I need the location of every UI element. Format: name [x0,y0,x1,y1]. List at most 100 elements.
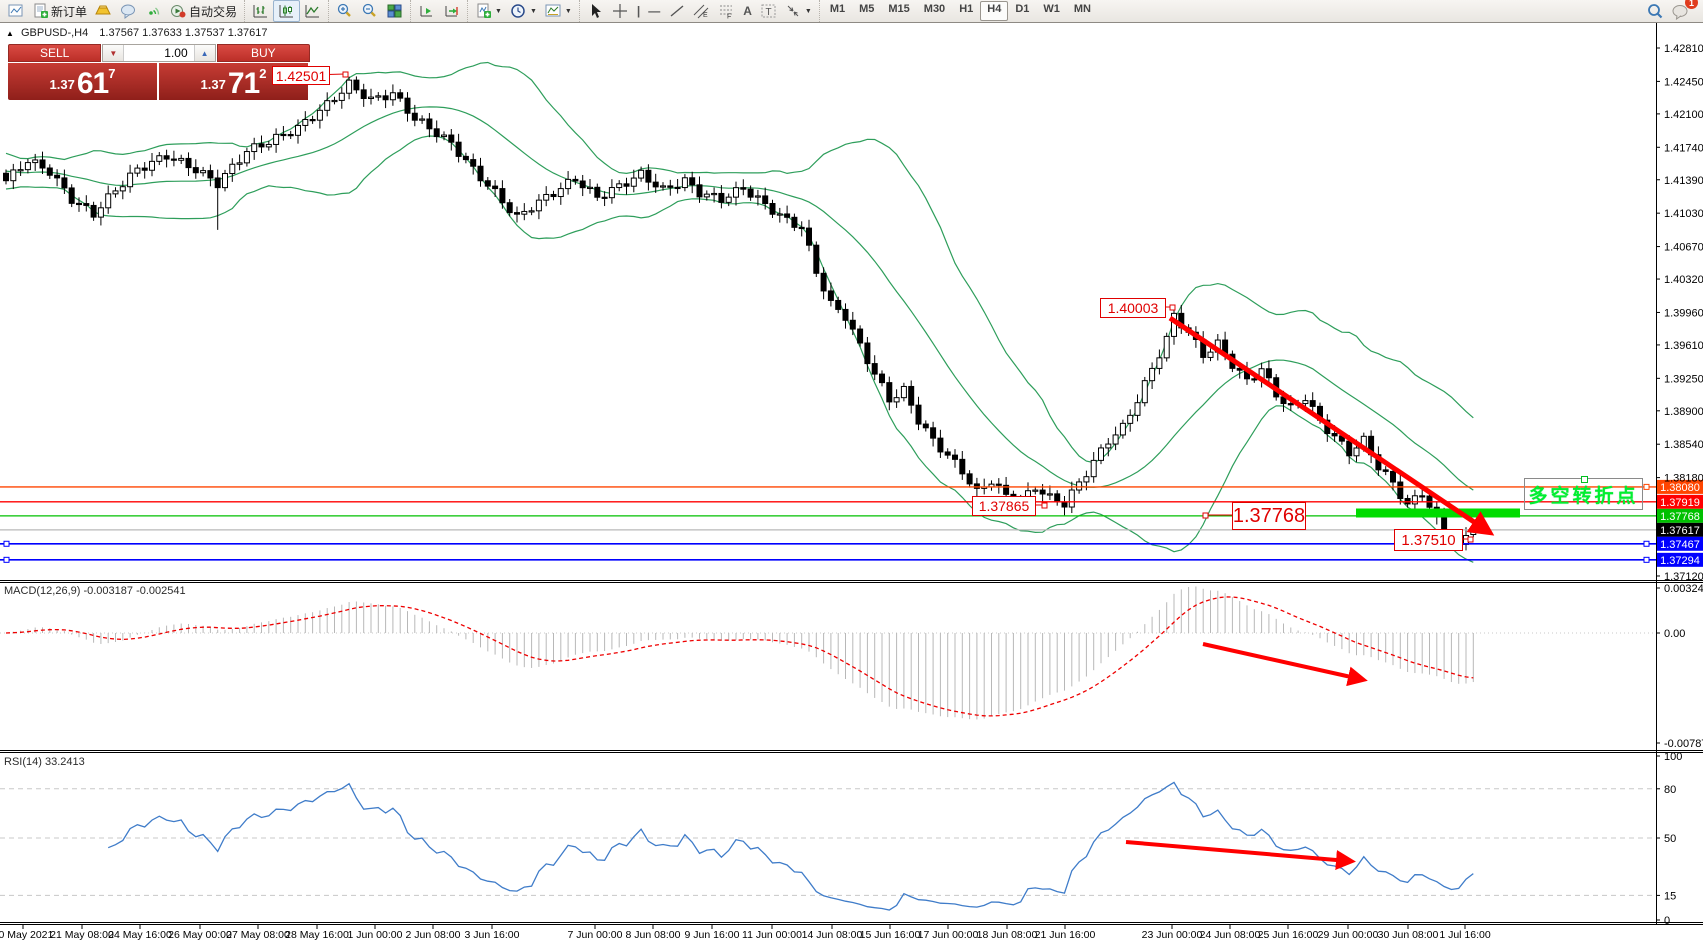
channel-button[interactable]: E [689,1,714,21]
mql-community-button[interactable] [116,1,141,21]
time-axis-label[interactable]: 20 May 2021 [0,929,54,941]
time-axis-label[interactable]: 26 May 00:00 [168,929,232,941]
line-handle-icon[interactable] [1643,540,1650,547]
time-axis-label[interactable]: 3 Jun 16:00 [465,929,520,941]
bollinger-mid-band [5,106,1474,491]
price-flag-137510[interactable]: 1.37510 [1394,529,1463,551]
flag-anchor-icon[interactable] [1169,304,1176,311]
price-flag-142501[interactable]: 1.42501 [272,66,330,85]
time-axis-label[interactable]: 24 May 16:00 [108,929,172,941]
periods-button[interactable]: ▼ [506,1,541,21]
timeframe-button-M30[interactable]: M30 [923,3,946,15]
price-flag-137768[interactable]: 1.37768 [1232,502,1306,530]
timeframe-button-D1[interactable]: D1 [1015,3,1030,15]
price-flag-137865[interactable]: 1.37865 [972,496,1036,516]
volume-increase-button[interactable]: ▲ [193,45,215,61]
line-handle-icon[interactable] [3,556,10,563]
time-axis-label[interactable]: 30 Jun 08:00 [1378,929,1439,941]
crosshair-button[interactable] [608,1,633,21]
templates-dropdown-icon[interactable]: ▼ [564,7,572,15]
trend-arrow-1[interactable] [1202,642,1368,687]
chart-window-icon [7,3,24,20]
timeframe-button-W1[interactable]: W1 [1043,3,1060,15]
indicators-button[interactable]: ▼ [471,1,506,21]
volume-input[interactable] [124,45,194,61]
indicators-dropdown-icon[interactable]: ▼ [495,7,502,15]
timeframe-button-M1[interactable]: M1 [829,3,846,15]
time-axis-label[interactable]: 8 Jun 08:00 [626,929,681,941]
time-axis-label[interactable]: 25 Jun 16:00 [1258,929,1319,941]
zoom-out-button[interactable] [357,1,382,21]
horizontal-line-button[interactable]: — [644,1,664,21]
time-axis-label[interactable]: 21 Jun 16:00 [1035,929,1096,941]
tile-windows-button[interactable] [382,1,407,21]
arrows-button[interactable]: ▼ [781,1,816,21]
trend-arrow-0[interactable] [1168,315,1495,536]
zoom-in-button[interactable] [332,1,357,21]
time-axis-label[interactable]: 18 Jun 08:00 [977,929,1038,941]
flag-anchor-icon[interactable] [1041,502,1048,509]
app-chart-button[interactable] [3,1,28,21]
time-axis-label[interactable]: 23 Jun 00:00 [1142,929,1203,941]
volume-decrease-button[interactable]: ▼ [103,45,125,61]
time-axis-label[interactable]: 9 Jun 16:00 [685,929,740,941]
time-axis-label[interactable]: 17 Jun 00:00 [918,929,979,941]
trendline-button[interactable] [664,1,689,21]
templates-button[interactable]: ▼ [541,1,576,21]
signals-button[interactable] [141,1,166,21]
time-axis-label[interactable]: 7 Jun 00:00 [568,929,623,941]
timeframe-button-H4[interactable]: H4 [980,1,1009,21]
sell-price-display[interactable]: 1.37 61 7 [8,63,157,100]
fibonacci-button[interactable]: F [714,1,739,21]
time-axis-label[interactable]: 11 Jun 00:00 [742,929,802,941]
time-axis-label[interactable]: 14 Jun 08:00 [802,929,863,941]
chart-shift-button[interactable] [439,1,464,21]
collapse-panel-icon[interactable]: ▲ [6,29,14,38]
time-axis-label[interactable]: 28 May 16:00 [285,929,349,941]
text-button[interactable]: A [739,1,756,21]
flag-anchor-icon[interactable] [1467,536,1474,543]
timeframe-button-M15[interactable]: M15 [888,3,910,15]
cursor-button[interactable] [583,1,608,21]
line-handle-icon[interactable] [1643,556,1650,563]
buy-button[interactable]: BUY [216,44,310,62]
candlestick-chart-button[interactable] [273,0,301,22]
time-axis-label[interactable]: 1 Jul 16:00 [1439,929,1491,941]
time-axis-label[interactable]: 2 Jun 08:00 [406,929,461,941]
timeframe-button-MN[interactable]: MN [1073,3,1091,15]
vertical-line-button[interactable]: | [633,1,644,21]
time-axis-label[interactable]: 15 Jun 16:00 [860,929,921,941]
autotrading-button[interactable]: 自动交易 [166,1,241,21]
market-button[interactable] [91,1,116,21]
line-handle-icon[interactable] [3,540,10,547]
time-axis-label[interactable]: 21 May 08:00 [50,929,114,941]
arrows-dropdown-icon[interactable]: ▼ [804,7,812,15]
turning-point-annotation[interactable]: 多空转折点 [1524,476,1643,510]
sell-button[interactable]: SELL [8,44,102,62]
timeframe-button-M5[interactable]: M5 [859,3,875,15]
symbol-info-bar[interactable]: ▲ GBPUSD-,H4 1.37567 1.37633 1.37537 1.3… [6,27,268,39]
search-button[interactable] [1642,1,1667,21]
auto-scroll-button[interactable] [414,1,439,21]
time-axis-label[interactable]: 1 Jun 00:00 [348,929,403,941]
text-label-button[interactable]: T [756,1,781,21]
bar-chart-button[interactable] [248,1,273,21]
symbol-name: GBPUSD-,H4 [20,27,89,39]
new-order-button[interactable]: 新订单 [28,1,91,21]
annotation-handle[interactable] [1580,476,1588,483]
trend-arrow-2[interactable] [1125,840,1356,870]
flag-anchor-icon[interactable] [1202,512,1209,519]
time-axis-label[interactable]: 24 Jun 08:00 [1200,929,1261,941]
price-flag-140003[interactable]: 1.40003 [1100,298,1166,318]
periods-dropdown-icon[interactable]: ▼ [529,7,537,15]
line-chart-button[interactable] [300,1,325,21]
chart-shift-icon [443,3,460,20]
timeframe-button-H1[interactable]: H1 [959,3,974,15]
line-handle-icon[interactable] [1643,483,1650,490]
time-axis-label[interactable]: 27 May 08:00 [226,929,290,941]
notifications-button[interactable]: 1 [1667,0,1698,21]
support-zone-bar[interactable] [1356,508,1520,518]
flag-anchor-icon[interactable] [342,71,349,78]
time-axis-label[interactable]: 29 Jun 00:00 [1318,929,1379,941]
